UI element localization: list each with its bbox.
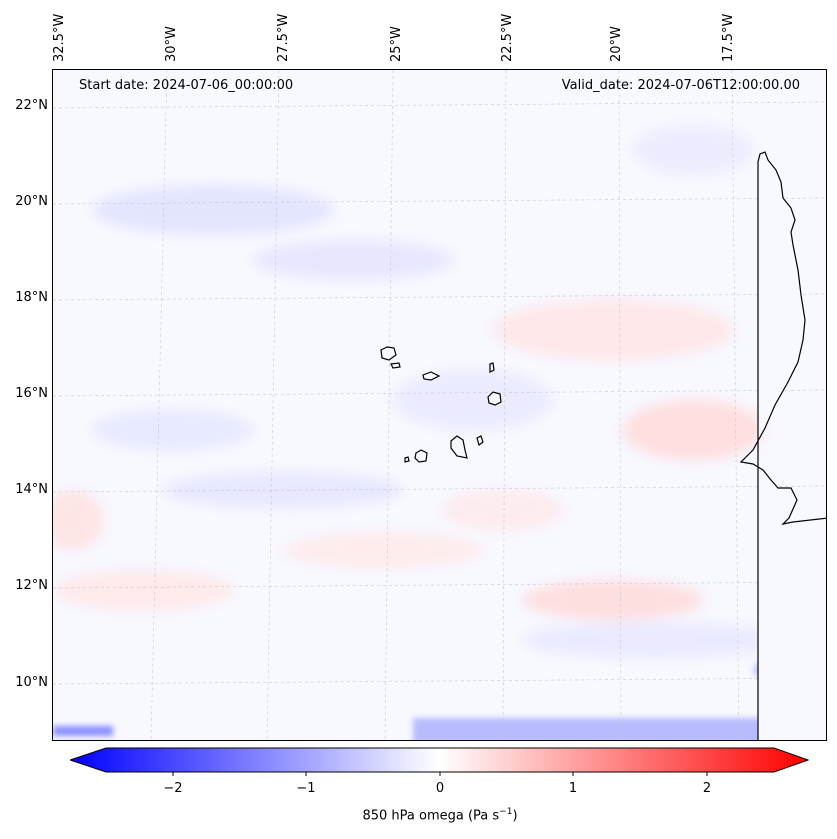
santiago-island (450, 435, 468, 459)
colorbar-tick-1: 1 (568, 781, 578, 796)
lon-label-17-5w: 17.5°W (721, 13, 736, 62)
start-date-label: Start date: 2024-07-06_00:00:00 (79, 78, 294, 93)
sao-vicente-island (390, 362, 401, 369)
valid-date-label: Valid_date: 2024-07-06T12:00:00.00 (561, 78, 800, 93)
lat-label-12n: 12°N (15, 578, 48, 593)
lon-label-22-5w: 22.5°W (500, 13, 515, 62)
graticule (53, 70, 826, 740)
boa-vista-island (487, 391, 502, 406)
sao-nicolau-island (422, 371, 441, 381)
lat-label-20n: 20°N (15, 194, 48, 209)
lat-label-22n: 22°N (15, 98, 48, 113)
west-africa-coast (739, 151, 826, 740)
colorbar-tick-marks (172, 772, 708, 776)
colorbar-tick-minus-2: −2 (163, 781, 183, 796)
sal-island (489, 362, 495, 373)
colorbar-tick-0: 0 (435, 781, 445, 796)
omega-field-map (53, 70, 826, 740)
lat-label-18n: 18°N (15, 290, 48, 305)
coastlines (380, 151, 826, 740)
colorbar-variable: 850 hPa omega (362, 808, 464, 824)
lon-label-27-5w: 27.5°W (276, 13, 291, 62)
santo-antao-island (380, 346, 397, 361)
lat-label-10n: 10°N (15, 675, 48, 690)
colorbar-units: (Pa s (467, 808, 500, 824)
colorbar-gradient (70, 747, 810, 773)
lon-label-25w: 25°W (389, 26, 404, 62)
fogo-island (414, 449, 428, 463)
lat-label-14n: 14°N (15, 482, 48, 497)
omega-anomaly-patches (53, 125, 783, 658)
brava-island (404, 456, 410, 463)
lon-label-30w: 30°W (164, 26, 179, 62)
colorbar-tick-2: 2 (702, 781, 712, 796)
lat-label-16n: 16°N (15, 386, 48, 401)
colorbar-units-close: ) (512, 808, 518, 824)
lon-label-32-5w: 32.5°W (52, 13, 67, 62)
omega-colorbar (70, 747, 810, 776)
colorbar-label: 850 hPa omega (Pa s−1) (0, 807, 837, 823)
lon-label-20w: 20°W (609, 26, 624, 62)
map-panel[interactable] (52, 69, 827, 741)
colorbar-tick-minus-1: −1 (296, 781, 316, 796)
maio-island (476, 435, 484, 447)
colorbar-units-exponent: −1 (499, 807, 513, 817)
